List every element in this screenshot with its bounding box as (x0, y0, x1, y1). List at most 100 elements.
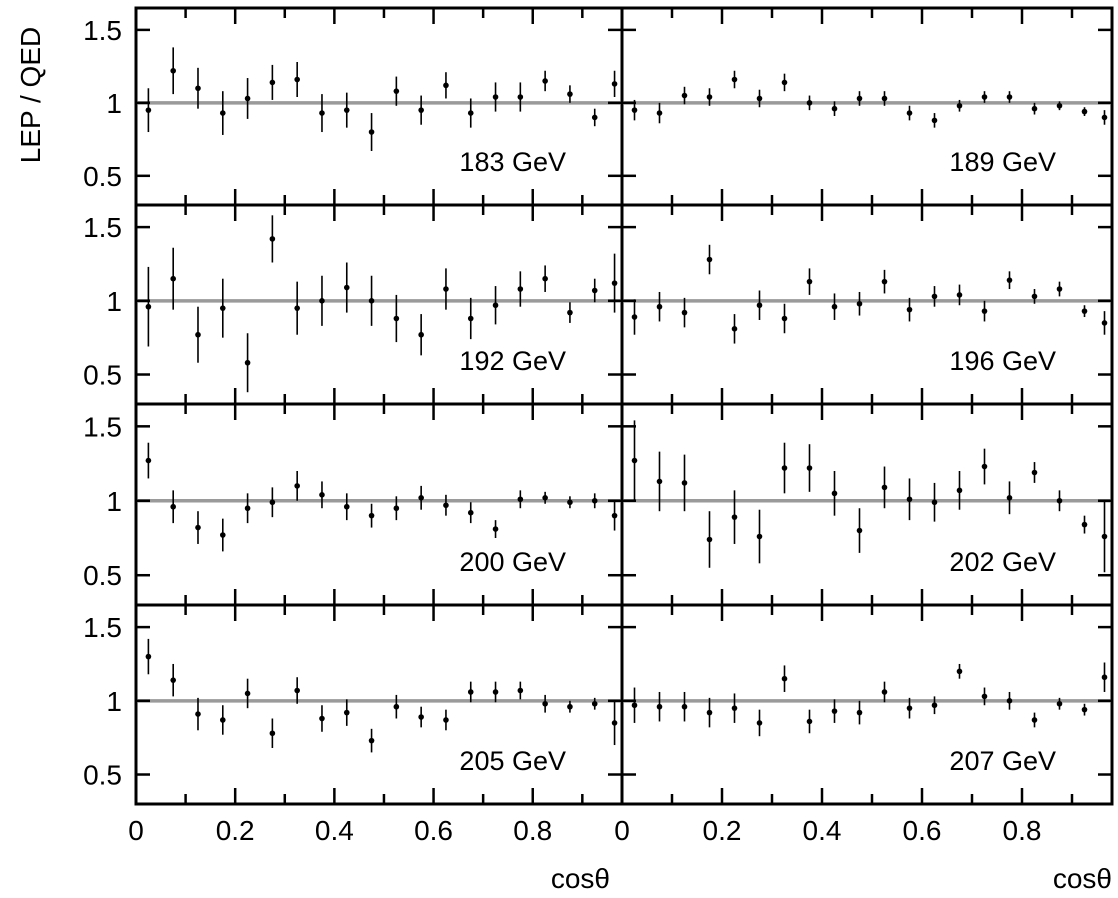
energy-label: 196 GeV (949, 346, 1056, 376)
y-tick-label: 1 (106, 686, 122, 717)
data-point (343, 284, 350, 291)
y-tick-label: 1.5 (83, 411, 122, 442)
data-point (881, 278, 888, 285)
data-point (368, 737, 375, 744)
data-point (806, 100, 813, 106)
data-point (343, 709, 350, 716)
data-point (681, 480, 688, 486)
y-tick-label: 1 (106, 286, 122, 317)
data-point (931, 499, 938, 506)
data-point (806, 718, 813, 725)
data-point (906, 496, 913, 503)
x-tick-label: 0.2 (216, 815, 255, 846)
data-point (981, 94, 988, 100)
y-tick-label: 1 (106, 88, 122, 119)
data-point (195, 711, 201, 717)
data-point (195, 85, 201, 92)
data-point (368, 298, 375, 304)
data-point (244, 359, 251, 366)
energy-label: 205 GeV (459, 746, 566, 776)
data-point (806, 278, 813, 285)
data-point (1081, 108, 1088, 115)
energy-label: 200 GeV (459, 547, 566, 577)
data-point (1101, 674, 1108, 681)
data-point (393, 703, 400, 710)
data-point (591, 497, 598, 504)
energy-label: 202 GeV (949, 547, 1056, 577)
data-point (656, 110, 663, 116)
data-point (567, 499, 573, 506)
y-tick-label: 0.5 (83, 360, 122, 391)
panel-3: 0.5 1 1.5 192 GeV (83, 203, 624, 406)
y-tick-label: 0.5 (83, 560, 122, 591)
data-point (956, 292, 963, 298)
data-point (756, 95, 763, 102)
data-point (931, 702, 938, 709)
data-point (831, 708, 838, 714)
data-point (956, 487, 963, 494)
data-point (1081, 706, 1088, 713)
data-point (294, 76, 300, 83)
data-point (244, 505, 251, 512)
data-point (756, 720, 763, 726)
data-point (492, 689, 499, 695)
panel-7: 0.5 1 1.5 0 0.2 0.4 0.6 0.8 205 GeV (83, 603, 624, 846)
data-point (418, 495, 424, 501)
data-point (1101, 320, 1108, 326)
data-point (881, 689, 888, 695)
data-point (806, 465, 813, 471)
data-point (1081, 308, 1088, 314)
data-point (443, 286, 449, 292)
data-point (195, 331, 201, 338)
data-point (611, 720, 618, 726)
data-point (443, 82, 449, 89)
data-point (443, 502, 449, 509)
data-point (631, 702, 638, 709)
data-point (319, 298, 325, 304)
data-point (319, 715, 325, 722)
data-point (170, 275, 176, 282)
data-point (319, 110, 325, 116)
data-point (393, 505, 400, 512)
data-point (1031, 469, 1038, 476)
x-tick-label: 0 (128, 815, 144, 846)
data-point (706, 536, 713, 543)
data-point (467, 509, 474, 516)
data-point (467, 315, 474, 322)
data-point (269, 236, 276, 242)
data-point (611, 81, 618, 87)
y-tick-label: 1.5 (83, 212, 122, 243)
data-point (706, 94, 713, 100)
data-point (931, 117, 938, 124)
energy-label: 207 GeV (949, 746, 1056, 776)
x-axis-title-left: cosθ (551, 863, 610, 894)
data-point (542, 78, 548, 84)
data-point (856, 709, 863, 716)
energy-label: 183 GeV (459, 147, 566, 177)
energy-label: 192 GeV (459, 346, 566, 376)
data-point (1101, 533, 1108, 540)
data-point (956, 668, 963, 675)
data-point (219, 110, 226, 116)
y-tick-label: 1 (106, 486, 122, 517)
data-point (244, 95, 251, 102)
data-point (881, 484, 888, 491)
data-point (1056, 286, 1063, 292)
panel-frame (620, 603, 1114, 806)
x-tick-label: 0.8 (513, 815, 552, 846)
y-tick-label: 1.5 (83, 15, 122, 46)
data-point (956, 102, 963, 109)
data-point (931, 293, 938, 300)
data-point (319, 492, 325, 498)
data-point (517, 496, 524, 503)
data-point (343, 503, 350, 510)
data-point (219, 305, 226, 311)
y-tick-label: 0.5 (83, 760, 122, 791)
data-point (294, 687, 300, 694)
data-point (170, 503, 176, 510)
data-point (706, 709, 713, 716)
data-point (906, 705, 913, 711)
panel-1: 0.5 1 1.5 183 GeV (83, 6, 624, 207)
y-axis-title: LEP / QED (15, 27, 46, 163)
